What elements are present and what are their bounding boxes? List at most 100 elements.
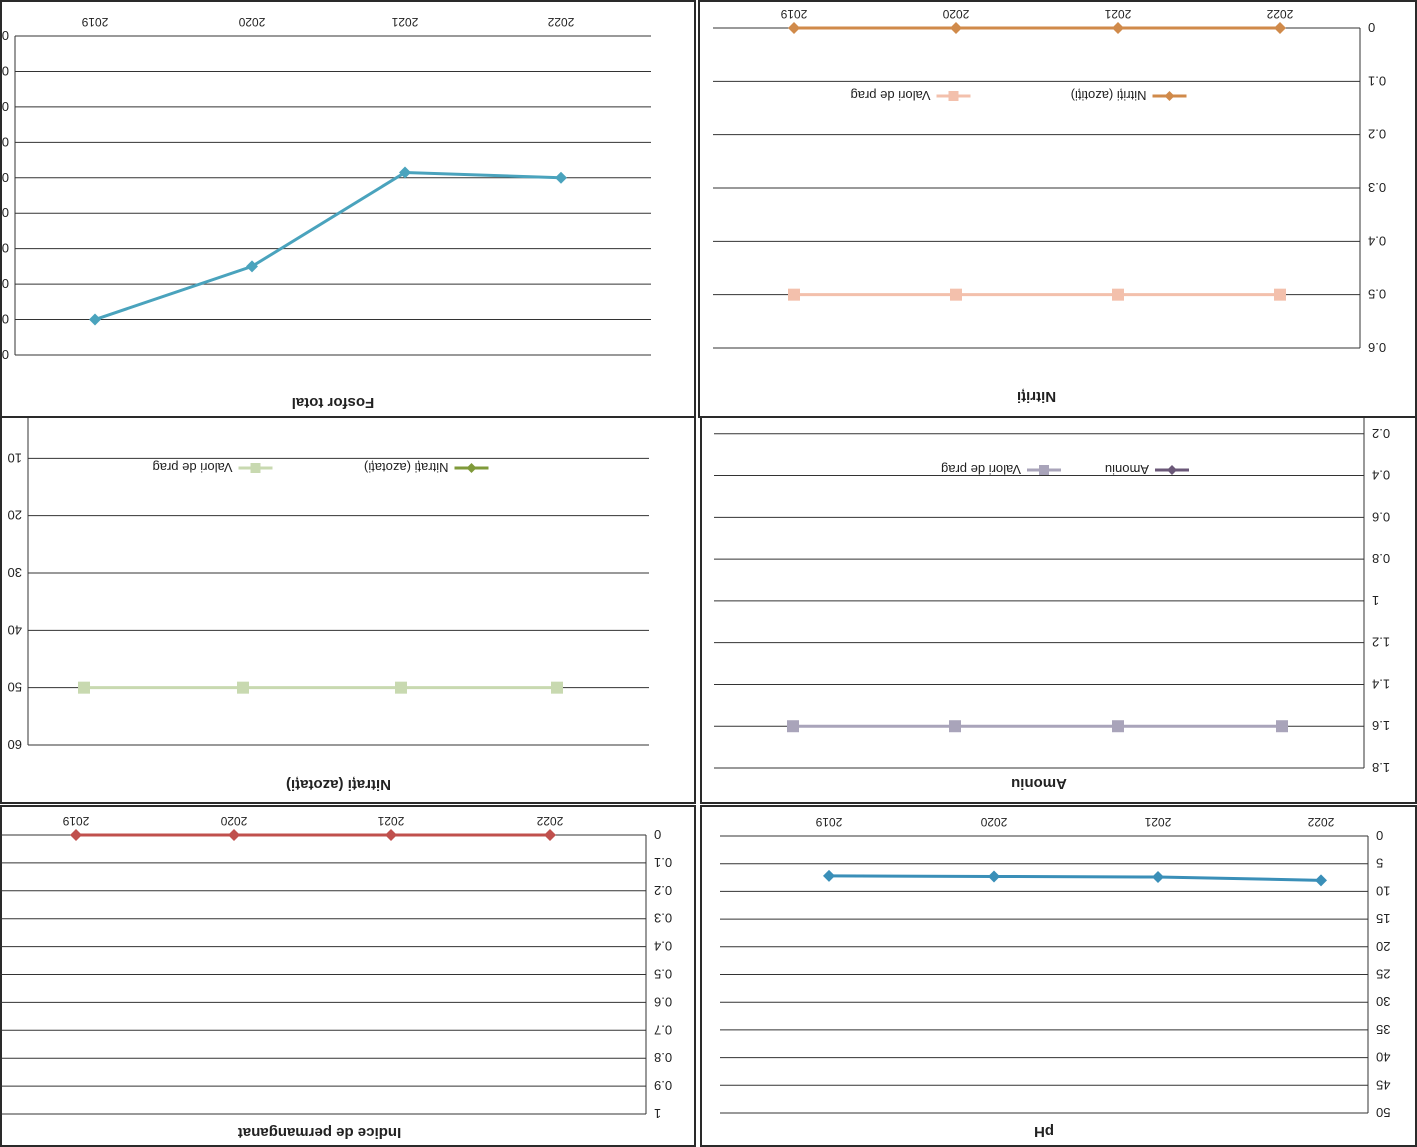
nitra-i-azota-i-valori-de-prag-point	[237, 681, 249, 694]
nitri-i-valori-de-prag-point	[1274, 288, 1286, 301]
nitra-i-azota-i-title: Nitrați (azotați)	[286, 776, 391, 793]
ph-x-tick-label: 2019	[815, 815, 842, 829]
fosfor-total-series-0-point	[89, 313, 101, 326]
nitri-i-nitri-i-azoti-i-point	[1274, 22, 1286, 34]
nitri-i-y-tick-label: 0	[1368, 20, 1375, 35]
chart-panel-indice-permanganat: Indice de permanganat 0 0.1 0.2 0.3 0.4 0.5 0.6…	[0, 805, 696, 1147]
fosfor-total-y-tick-label: 0.02	[0, 63, 9, 78]
nitra-i-azota-i-y-tick-label: 50	[8, 680, 22, 695]
nitri-i-y-tick-label: 0.4	[1368, 233, 1386, 248]
ph-series-0-point	[1152, 870, 1164, 883]
nitra-i-azota-i-y-tick-label: 20	[8, 508, 22, 523]
fosfor-total-x-tick-label: 2021	[391, 15, 418, 29]
amoniu-valori-de-prag-point	[949, 720, 961, 733]
ph-series-0-point	[988, 870, 1000, 883]
indice-de-permanganat-y-tick-label: 0.6	[654, 994, 672, 1009]
fosfor-total-y-tick-label: 0.1	[0, 205, 9, 220]
chart-panel-nitriti: Nitriți 0 0.1 0.2 0.3 0.4 0.5 0.6 2022 2021 2020 20…	[698, 0, 1417, 418]
fosfor-total-y-tick-label: 0.08	[0, 170, 9, 185]
ph-chart-svg: pH 0 5 10 15 20 25 30 35 40 45 50 2022 2021 2020 2019	[720, 815, 1390, 1140]
fosfor-total-series-0-point	[399, 166, 411, 179]
indice-de-permanganat-y-tick-label: 0.1	[654, 855, 672, 870]
nitra-i-azota-i-valori-de-prag-point	[395, 681, 407, 694]
nitri-i-nitri-i-azoti-i-point	[788, 22, 800, 34]
indice-de-permanganat-y-tick-label: 1	[654, 1106, 661, 1121]
fosfor-total-y-tick-label: 0	[2, 28, 9, 43]
nitri-i-legend-nitri-i-azoti-i-label: Nitriți (azotiți)	[1071, 88, 1147, 103]
fosfor-total-y-tick-label: 0.06	[0, 134, 9, 149]
fosfor-total-y-tick-label: 0.16	[0, 312, 9, 327]
chart-panel-ph: pH 0 5 10 15 20 25 30 35 40 45 50 2022 2021 2020 2019	[700, 805, 1417, 1147]
amoniu-title: Amoniu	[1011, 775, 1067, 792]
amoniu-legend-valori-de-prag-marker	[1039, 465, 1049, 475]
nitra-i-azota-i-legend-nitra-i-azota-i-label: Nitrați (azotați)	[364, 460, 449, 475]
ph-y-tick-label: 50	[1376, 1105, 1390, 1120]
amoniu-legend-valori-de-prag-label: Valori de prag	[941, 462, 1021, 477]
fosfor-total-y-tick-label: 0.14	[0, 276, 9, 291]
nitra-i-azota-i-legend-valori-de-prag-marker	[250, 463, 261, 473]
fosfor-total-y-tick-label: 0.04	[0, 99, 9, 114]
nitri-i-y-tick-label: 0.3	[1368, 180, 1386, 195]
ph-y-tick-label: 0	[1376, 828, 1383, 843]
chart-panel-fosfor-total: Fosfor total 0 0.02 0.04 0.06 0.08 0.1 0.12 0.14…	[0, 0, 696, 418]
indice-de-permanganat-x-tick-label: 2019	[62, 814, 89, 828]
nitra-i-azota-i-y-tick-label: 30	[8, 565, 22, 580]
ph-y-tick-label: 20	[1376, 939, 1390, 954]
nitra-i-azota-i-legend-nitra-i-azota-i-marker	[466, 463, 477, 473]
nitra-i-azota-i-y-tick-label: 10	[8, 450, 22, 465]
amoniu-y-tick-label: 1.2	[1372, 635, 1390, 650]
fosfor-total-series-0-point	[555, 171, 567, 184]
nitra-i-azota-i-valori-de-prag-point	[551, 681, 563, 694]
ph-y-tick-label: 30	[1376, 994, 1390, 1009]
indice-de-permanganat-y-tick-label: 0.7	[654, 1022, 672, 1037]
nitri-i-x-tick-label: 2020	[942, 7, 969, 21]
indice-de-permanganat-y-tick-label: 0.3	[654, 911, 672, 926]
nitri-i-x-tick-label: 2019	[780, 7, 807, 21]
indice-de-permanganat-x-tick-label: 2020	[220, 814, 247, 828]
indice-de-permanganat-y-tick-label: 0	[654, 827, 661, 842]
indice-de-permanganat-x-tick-label: 2021	[377, 814, 404, 828]
fosfor-total-y-tick-label: 0.18	[0, 347, 9, 362]
amoniu-legend-amoniu-label: Amoniu	[1105, 462, 1149, 477]
indice-de-permanganat-title: Indice de permanganat	[238, 1124, 401, 1141]
ph-series-0-point	[1315, 874, 1327, 887]
nitra-i-azota-i-legend-valori-de-prag-label: Valori de prag	[153, 460, 233, 475]
indice-de-permanganat-y-tick-label: 0.8	[654, 1050, 672, 1065]
ph-x-tick-label: 2022	[1307, 815, 1334, 829]
nitri-i-x-tick-label: 2021	[1104, 7, 1131, 21]
indice-de-permanganat-y-tick-label: 0.9	[654, 1078, 672, 1093]
nitri-i-legend-valori-de-prag-label: Valori de prag	[851, 88, 931, 103]
ph-x-tick-label: 2021	[1144, 815, 1171, 829]
nitri-i-valori-de-prag-point	[950, 288, 962, 301]
nitri-i-legend-valori-de-prag-marker	[948, 91, 959, 101]
nitri-i-chart-svg: Nitriți 0 0.1 0.2 0.3 0.4 0.5 0.6 2022 2021 2020 20…	[713, 7, 1386, 405]
amoniu-y-tick-label: 1.4	[1372, 676, 1390, 691]
ph-x-tick-label: 2020	[980, 815, 1007, 829]
fosfor-total-y-tick-label: 0.12	[0, 241, 9, 256]
nitri-i-valori-de-prag-point	[1112, 288, 1124, 301]
fosfor-total-series-0-point	[246, 260, 258, 273]
amoniu-valori-de-prag-point	[1112, 720, 1124, 733]
indice-de-permanganat-series-0-point	[70, 829, 82, 841]
fosfor-total-x-tick-label: 2022	[547, 15, 574, 29]
amoniu-valori-de-prag-point	[1276, 720, 1288, 733]
amoniu-y-tick-label: 0.6	[1372, 509, 1390, 524]
amoniu-y-tick-label: 0.8	[1372, 551, 1390, 566]
indice-de-permanganat-y-tick-label: 0.4	[654, 939, 672, 954]
nitri-i-x-tick-label: 2022	[1266, 7, 1293, 21]
amoniu-y-tick-label: 1.8	[1372, 760, 1390, 775]
nitri-i-title: Nitriți	[1017, 388, 1056, 405]
amoniu-legend-amoniu-marker	[1167, 465, 1177, 475]
nitri-i-nitri-i-azoti-i-point	[1112, 22, 1124, 34]
amoniu-valori-de-prag-point	[787, 720, 799, 733]
nitra-i-azota-i-y-tick-label: 60	[8, 737, 22, 752]
indice-de-permanganat-series-0-point	[544, 829, 556, 841]
fosfor-total-x-tick-label: 2019	[81, 15, 108, 29]
indice-de-permanganat-chart-svg: Indice de permanganat 0 0.1 0.2 0.3 0.4 0.5 0.6…	[0, 814, 672, 1141]
indice-de-permanganat-x-tick-label: 2022	[536, 814, 563, 828]
ph-y-tick-label: 5	[1376, 856, 1383, 871]
nitri-i-y-tick-label: 0.5	[1368, 287, 1386, 302]
ph-series-0-line	[828, 874, 1322, 882]
nitra-i-azota-i-valori-de-prag-point	[78, 681, 90, 694]
